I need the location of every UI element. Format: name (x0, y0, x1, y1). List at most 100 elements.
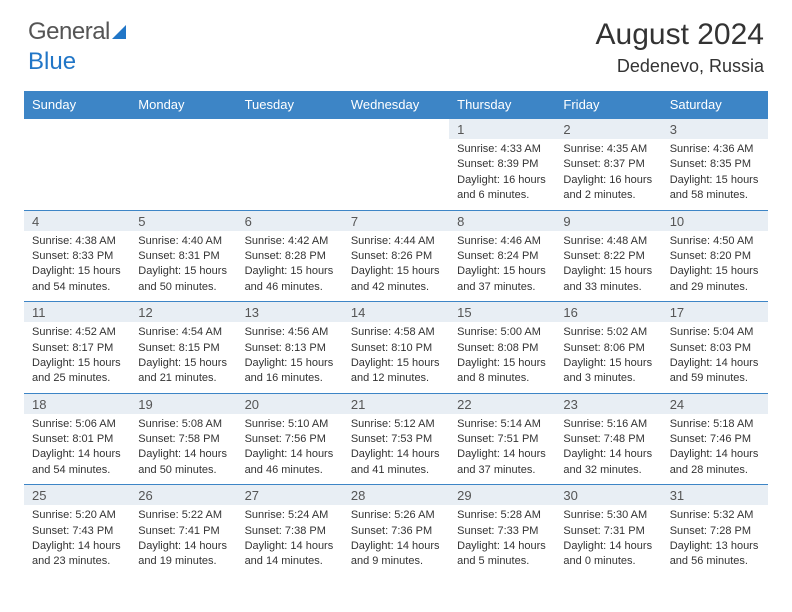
day-number-cell: 12 (130, 302, 236, 323)
day-number-cell (130, 119, 236, 140)
page-title: August 2024 (596, 18, 764, 52)
day-number-cell: 1 (449, 119, 555, 140)
day-number-cell: 22 (449, 393, 555, 414)
day-detail-cell: Sunrise: 4:58 AMSunset: 8:10 PMDaylight:… (343, 322, 449, 393)
daylight-line: Daylight: 14 hours and 14 minutes. (245, 539, 335, 570)
day-detail-row: Sunrise: 4:52 AMSunset: 8:17 PMDaylight:… (24, 322, 768, 393)
day-number-cell: 2 (555, 119, 661, 140)
daylight-line: Daylight: 15 hours and 54 minutes. (32, 264, 122, 295)
day-number-cell: 4 (24, 210, 130, 231)
day-number-cell: 7 (343, 210, 449, 231)
sunset-line: Sunset: 8:31 PM (138, 249, 228, 264)
sunset-line: Sunset: 8:20 PM (670, 249, 760, 264)
daylight-line: Daylight: 15 hours and 46 minutes. (245, 264, 335, 295)
day-number-cell: 9 (555, 210, 661, 231)
weekday-header: Monday (130, 91, 236, 119)
daylight-line: Daylight: 15 hours and 25 minutes. (32, 356, 122, 387)
daylight-line: Daylight: 14 hours and 54 minutes. (32, 447, 122, 478)
sunset-line: Sunset: 7:46 PM (670, 432, 760, 447)
day-detail-row: Sunrise: 5:20 AMSunset: 7:43 PMDaylight:… (24, 505, 768, 576)
daylight-line: Daylight: 15 hours and 21 minutes. (138, 356, 228, 387)
day-detail-cell: Sunrise: 5:28 AMSunset: 7:33 PMDaylight:… (449, 505, 555, 576)
day-detail-cell: Sunrise: 4:44 AMSunset: 8:26 PMDaylight:… (343, 231, 449, 302)
daylight-line: Daylight: 14 hours and 59 minutes. (670, 356, 760, 387)
daylight-line: Daylight: 15 hours and 12 minutes. (351, 356, 441, 387)
day-number-cell: 23 (555, 393, 661, 414)
daylight-line: Daylight: 14 hours and 41 minutes. (351, 447, 441, 478)
sunset-line: Sunset: 8:35 PM (670, 157, 760, 172)
day-detail-cell: Sunrise: 5:22 AMSunset: 7:41 PMDaylight:… (130, 505, 236, 576)
logo-triangle-icon (112, 25, 126, 39)
day-number-cell: 20 (237, 393, 343, 414)
sunrise-line: Sunrise: 5:02 AM (563, 325, 653, 340)
day-number-cell: 10 (662, 210, 768, 231)
sunset-line: Sunset: 7:41 PM (138, 524, 228, 539)
sunset-line: Sunset: 8:26 PM (351, 249, 441, 264)
sunrise-line: Sunrise: 4:46 AM (457, 234, 547, 249)
day-number-cell: 21 (343, 393, 449, 414)
calendar-body: 123Sunrise: 4:33 AMSunset: 8:39 PMDaylig… (24, 119, 768, 576)
day-number-cell: 14 (343, 302, 449, 323)
day-number-cell: 17 (662, 302, 768, 323)
day-detail-cell: Sunrise: 4:52 AMSunset: 8:17 PMDaylight:… (24, 322, 130, 393)
day-detail-cell: Sunrise: 4:36 AMSunset: 8:35 PMDaylight:… (662, 139, 768, 210)
sunset-line: Sunset: 7:31 PM (563, 524, 653, 539)
daylight-line: Daylight: 16 hours and 6 minutes. (457, 173, 547, 204)
day-detail-row: Sunrise: 4:38 AMSunset: 8:33 PMDaylight:… (24, 231, 768, 302)
calendar-table: Sunday Monday Tuesday Wednesday Thursday… (24, 91, 768, 576)
sunset-line: Sunset: 8:06 PM (563, 341, 653, 356)
sunset-line: Sunset: 8:08 PM (457, 341, 547, 356)
day-number-cell: 31 (662, 485, 768, 506)
day-detail-row: Sunrise: 4:33 AMSunset: 8:39 PMDaylight:… (24, 139, 768, 210)
sunrise-line: Sunrise: 4:56 AM (245, 325, 335, 340)
day-detail-cell: Sunrise: 4:42 AMSunset: 8:28 PMDaylight:… (237, 231, 343, 302)
page-subtitle: Dedenevo, Russia (596, 56, 764, 77)
sunrise-line: Sunrise: 5:00 AM (457, 325, 547, 340)
day-detail-cell (130, 139, 236, 210)
day-number-cell (343, 119, 449, 140)
day-detail-cell: Sunrise: 4:48 AMSunset: 8:22 PMDaylight:… (555, 231, 661, 302)
day-detail-cell: Sunrise: 4:46 AMSunset: 8:24 PMDaylight:… (449, 231, 555, 302)
sunset-line: Sunset: 8:15 PM (138, 341, 228, 356)
sunrise-line: Sunrise: 5:30 AM (563, 508, 653, 523)
day-number-cell: 5 (130, 210, 236, 231)
sunrise-line: Sunrise: 5:22 AM (138, 508, 228, 523)
daylight-line: Daylight: 14 hours and 9 minutes. (351, 539, 441, 570)
sunset-line: Sunset: 7:33 PM (457, 524, 547, 539)
day-detail-cell: Sunrise: 5:14 AMSunset: 7:51 PMDaylight:… (449, 414, 555, 485)
day-number-cell: 11 (24, 302, 130, 323)
day-detail-cell: Sunrise: 5:08 AMSunset: 7:58 PMDaylight:… (130, 414, 236, 485)
daylight-line: Daylight: 14 hours and 32 minutes. (563, 447, 653, 478)
daylight-line: Daylight: 13 hours and 56 minutes. (670, 539, 760, 570)
day-detail-cell: Sunrise: 4:35 AMSunset: 8:37 PMDaylight:… (555, 139, 661, 210)
sunrise-line: Sunrise: 5:12 AM (351, 417, 441, 432)
day-number-cell: 26 (130, 485, 236, 506)
sunset-line: Sunset: 7:51 PM (457, 432, 547, 447)
day-number-cell: 29 (449, 485, 555, 506)
day-detail-cell: Sunrise: 4:50 AMSunset: 8:20 PMDaylight:… (662, 231, 768, 302)
sunrise-line: Sunrise: 5:24 AM (245, 508, 335, 523)
weekday-header-row: Sunday Monday Tuesday Wednesday Thursday… (24, 91, 768, 119)
day-number-cell: 15 (449, 302, 555, 323)
day-number-cell: 28 (343, 485, 449, 506)
day-number-cell (237, 119, 343, 140)
weekday-header: Tuesday (237, 91, 343, 119)
weekday-header: Sunday (24, 91, 130, 119)
sunrise-line: Sunrise: 5:28 AM (457, 508, 547, 523)
sunrise-line: Sunrise: 5:18 AM (670, 417, 760, 432)
sunrise-line: Sunrise: 4:44 AM (351, 234, 441, 249)
day-detail-cell: Sunrise: 5:16 AMSunset: 7:48 PMDaylight:… (555, 414, 661, 485)
sunrise-line: Sunrise: 5:26 AM (351, 508, 441, 523)
header: General August 2024 Dedenevo, Russia (0, 0, 792, 85)
day-detail-cell: Sunrise: 5:32 AMSunset: 7:28 PMDaylight:… (662, 505, 768, 576)
sunrise-line: Sunrise: 4:36 AM (670, 142, 760, 157)
sunset-line: Sunset: 8:17 PM (32, 341, 122, 356)
sunrise-line: Sunrise: 5:04 AM (670, 325, 760, 340)
daylight-line: Daylight: 14 hours and 0 minutes. (563, 539, 653, 570)
day-detail-cell: Sunrise: 4:33 AMSunset: 8:39 PMDaylight:… (449, 139, 555, 210)
sunset-line: Sunset: 7:28 PM (670, 524, 760, 539)
day-detail-row: Sunrise: 5:06 AMSunset: 8:01 PMDaylight:… (24, 414, 768, 485)
daylight-line: Daylight: 14 hours and 28 minutes. (670, 447, 760, 478)
day-number-cell: 25 (24, 485, 130, 506)
day-number-row: 123 (24, 119, 768, 140)
